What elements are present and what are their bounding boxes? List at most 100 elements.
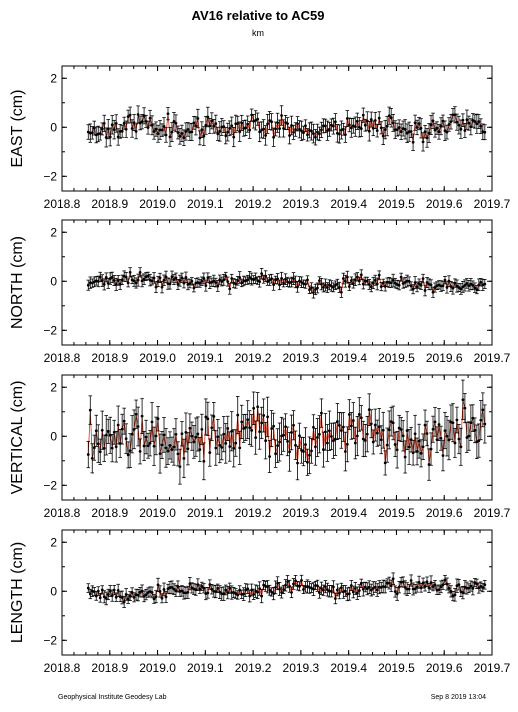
point-marker [162,125,166,128]
data-point [144,419,148,455]
point-marker [292,423,295,427]
data-point [275,576,280,591]
point-marker [270,120,274,124]
data-point [237,585,242,595]
point-marker [310,449,313,453]
point-marker [218,130,222,133]
data-point [431,112,435,129]
x-tick-label: 2019.5 [378,661,415,675]
data-point [239,404,244,439]
point-marker [188,426,192,430]
data-point [212,402,216,431]
data-point [365,416,370,453]
x-tick-label: 2019.3 [283,351,320,365]
data-point [108,416,112,454]
point-marker [320,282,323,286]
point-marker [162,433,166,437]
point-marker [158,590,162,593]
point-marker [136,425,140,428]
point-marker [256,590,260,594]
point-marker [260,594,264,598]
point-marker [282,588,285,591]
point-marker [425,580,429,584]
point-marker [449,589,453,593]
point-marker [282,127,285,130]
point-marker [172,587,176,591]
data-point [198,130,202,146]
point-marker [469,584,473,588]
point-marker [212,590,216,593]
data-point [241,275,246,287]
data-point [273,439,278,468]
point-marker [184,275,188,279]
point-marker [312,587,315,591]
data-point [269,113,274,131]
data-point [196,416,200,452]
point-marker [182,281,186,285]
data-point [339,286,344,298]
point-marker [351,590,355,594]
data-point [158,585,162,598]
point-marker [238,276,242,279]
data-point [347,399,352,430]
data-point [194,116,198,136]
data-point [174,272,178,284]
point-marker [166,449,170,453]
data-point [401,576,405,588]
point-marker [399,275,403,279]
data-point [481,583,485,593]
point-marker [302,450,305,453]
point-marker [461,118,465,122]
y-tick-label: 0 [50,584,57,598]
data-point [208,276,212,289]
point-marker [162,588,166,591]
point-marker [385,280,389,284]
point-marker [310,129,313,133]
y-tick-label: −2 [43,169,57,183]
point-marker [483,282,487,286]
point-marker [102,595,106,599]
data-point [214,114,218,133]
data-point [206,401,210,436]
point-marker [286,439,289,443]
point-marker [224,441,228,445]
point-marker [403,585,407,589]
data-point [359,405,364,431]
data-point [265,580,270,594]
point-marker [324,585,327,589]
data-point [212,118,216,134]
data-point [437,584,441,596]
point-marker [98,275,102,279]
data-point [441,114,445,128]
point-marker [409,579,413,582]
point-marker [429,581,433,584]
point-marker [379,438,383,442]
point-marker [272,592,276,595]
data-point [126,441,130,469]
data-point [154,121,158,137]
data-point [417,423,421,459]
data-point [154,416,158,456]
point-marker [415,585,419,589]
point-marker [441,119,445,123]
data-point [152,426,156,466]
data-point [335,278,340,290]
point-marker [429,123,433,127]
data-point [164,127,168,143]
data-point [477,278,481,292]
data-point [184,412,188,453]
data-point [335,403,340,440]
data-point [208,438,212,467]
point-marker [186,127,190,131]
point-marker [146,444,150,448]
point-marker [172,278,176,282]
data-point [136,589,140,602]
data-point [225,276,230,287]
point-marker [262,414,266,417]
point-marker [270,427,274,431]
point-marker [284,583,287,587]
data-point [275,428,280,463]
data-point [126,278,130,288]
data-point [172,428,176,466]
data-point [413,414,417,453]
